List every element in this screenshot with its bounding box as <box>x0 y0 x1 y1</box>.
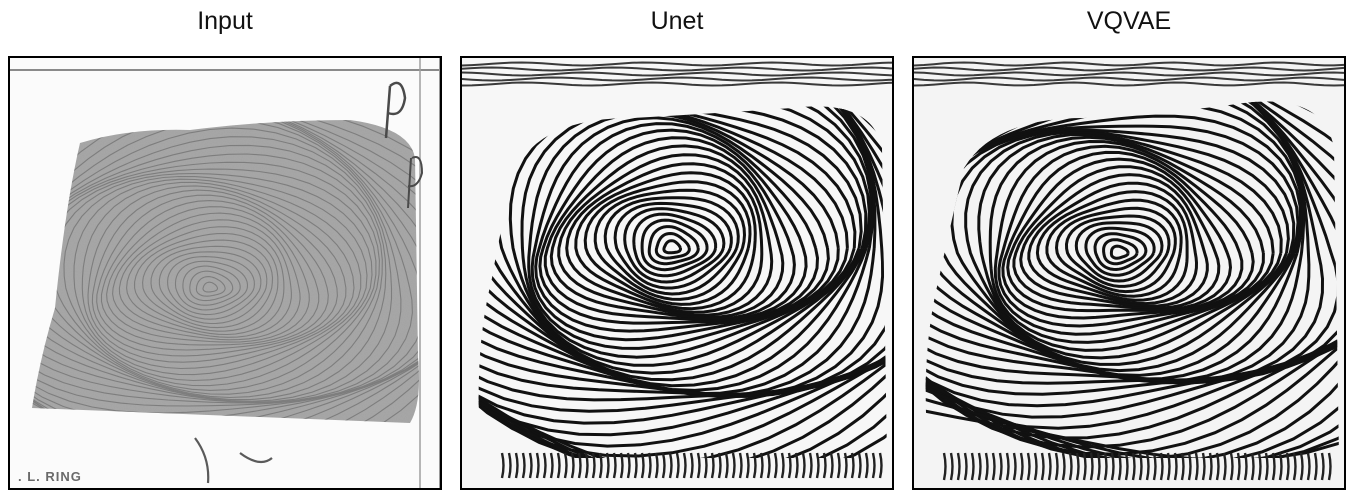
panel-unet: Unet <box>460 0 894 500</box>
panel-vqvae: VQVAE <box>912 0 1346 500</box>
input-card-label: . L. RING <box>18 469 82 484</box>
image-frame-unet <box>460 56 894 490</box>
vqvae-ridge-image <box>914 58 1344 488</box>
unet-ridge-image <box>462 58 892 488</box>
image-frame-input: . L. RING <box>8 56 442 490</box>
panel-title-vqvae: VQVAE <box>1086 7 1172 35</box>
panel-title-input: Input <box>197 7 253 35</box>
image-frame-vqvae <box>912 56 1346 490</box>
panel-title-unet: Unet <box>650 7 704 35</box>
input-fingerprint-image <box>10 58 440 488</box>
panel-input: Input . L. RING <box>8 0 442 500</box>
